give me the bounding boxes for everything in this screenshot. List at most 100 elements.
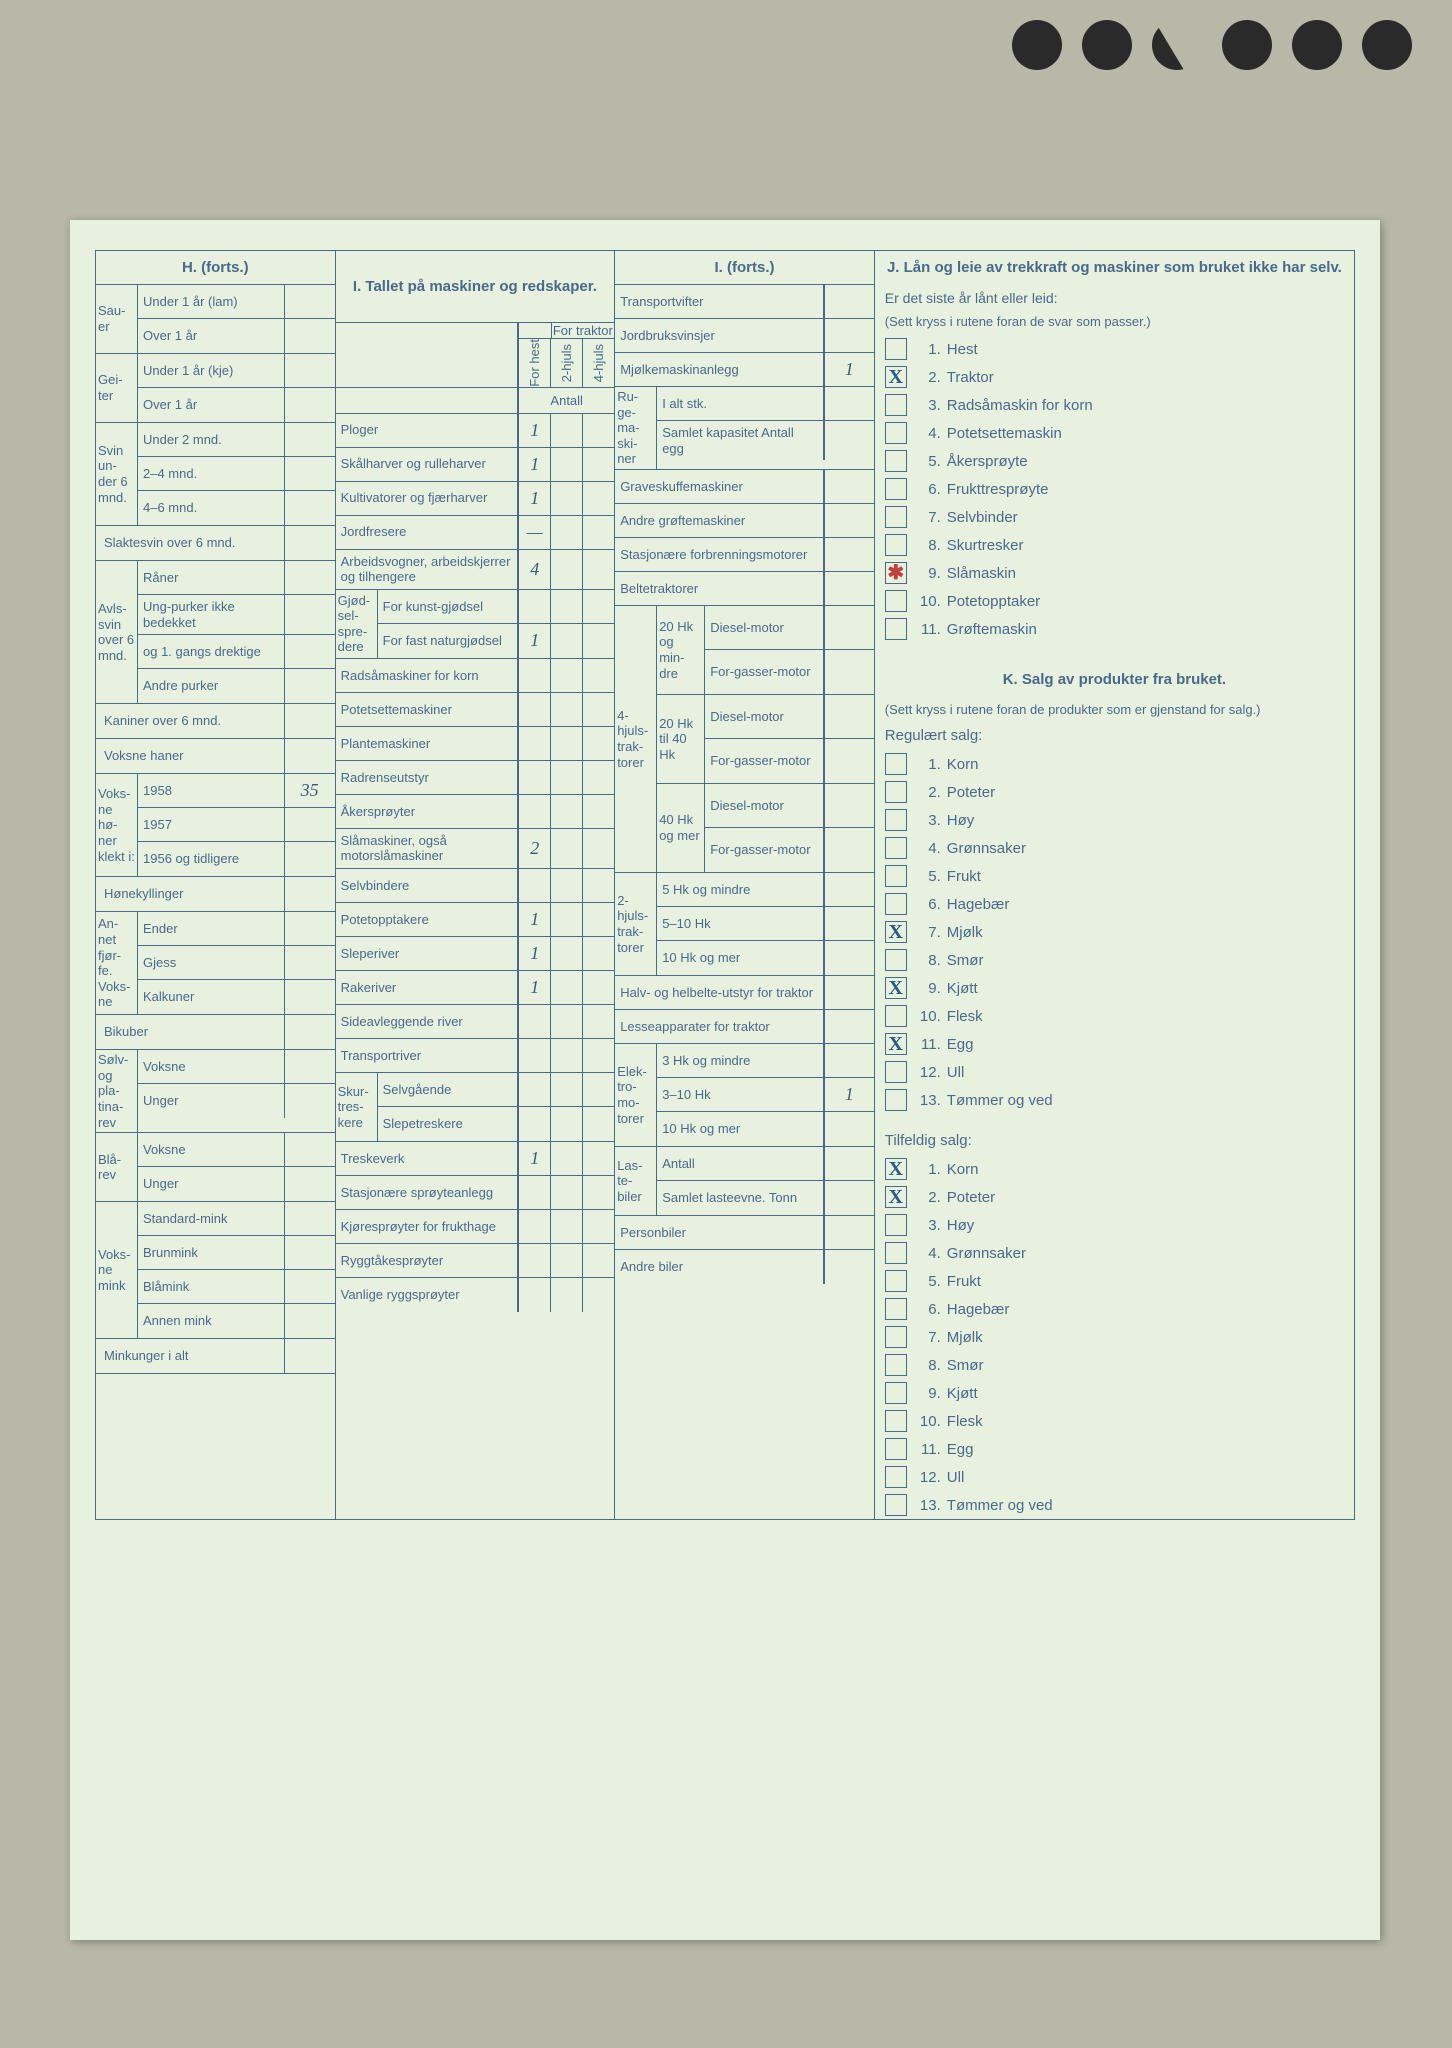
h-row-label: Voksne [138, 1133, 285, 1166]
checkbox[interactable]: X [885, 1158, 907, 1180]
item-label: Hagebær [947, 896, 1010, 913]
checkbox[interactable] [885, 1354, 907, 1376]
i2-row-label: Beltetraktorer [615, 572, 824, 605]
h-row-value [285, 1202, 335, 1235]
checkbox[interactable] [885, 1214, 907, 1236]
checkbox[interactable] [885, 949, 907, 971]
checkbox[interactable] [885, 1494, 907, 1516]
i-row-label: Selvbindere [336, 869, 519, 902]
checkbox[interactable] [885, 590, 907, 612]
checkbox[interactable] [885, 1089, 907, 1111]
item-number: 1. [915, 756, 941, 773]
checkbox[interactable] [885, 534, 907, 556]
checkbox[interactable] [885, 893, 907, 915]
i2-row-value [824, 739, 874, 783]
checkbox[interactable] [885, 1410, 907, 1432]
checkbox[interactable] [885, 1438, 907, 1460]
i-row-value [519, 693, 551, 726]
item-number: 11. [915, 1036, 941, 1053]
j-item: 3.Radsåmaskin for korn [885, 391, 1344, 419]
checkbox[interactable] [885, 478, 907, 500]
checkbox[interactable] [885, 1242, 907, 1264]
checkbox[interactable] [885, 450, 907, 472]
checkbox[interactable]: X [885, 921, 907, 943]
i-row-value [583, 1278, 614, 1312]
checkbox[interactable] [885, 1061, 907, 1083]
i-row-value [519, 1278, 551, 1312]
checkbox[interactable]: X [885, 1033, 907, 1055]
i2-row-value [824, 319, 874, 352]
i-row-value [519, 1210, 551, 1243]
k-reg-item: X7.Mjølk [885, 918, 1344, 946]
h-row-label: Andre purker [138, 669, 285, 703]
h-row-label: Blåmink [138, 1270, 285, 1303]
h-row-value [285, 1270, 335, 1303]
checkbox[interactable] [885, 394, 907, 416]
i2-hk-label: 40 Hk og mer [657, 784, 705, 872]
item-number: 8. [915, 1357, 941, 1374]
i-row-value [583, 971, 614, 1004]
checkbox[interactable] [885, 1005, 907, 1027]
item-label: Radsåmaskin for korn [947, 397, 1093, 414]
i-row-label: Arbeidsvogner, arbeidskjerrer og tilheng… [336, 550, 519, 589]
k-tilf-item: 3.Høy [885, 1211, 1344, 1239]
i-row-label: Sleperiver [336, 937, 519, 970]
h-row-label: Over 1 år [138, 319, 285, 353]
i2-row-label: 3 Hk og mindre [657, 1044, 824, 1077]
section-jk: J. Lån og leie av trekkraft og maskiner … [875, 251, 1354, 1519]
i2-row-label: Mjølkemaskinanlegg [615, 353, 824, 386]
item-label: Egg [947, 1036, 974, 1053]
checkbox[interactable] [885, 1326, 907, 1348]
checkbox[interactable] [885, 837, 907, 859]
checkbox[interactable]: X [885, 366, 907, 388]
checkbox[interactable] [885, 1382, 907, 1404]
i-row-value [583, 482, 614, 515]
h-row-label: Unger [138, 1167, 285, 1201]
i2-row-value [824, 572, 874, 605]
checkbox[interactable] [885, 753, 907, 775]
i-row-value [551, 761, 583, 794]
item-number: 9. [915, 980, 941, 997]
i2-row-label: Graveskuffemaskiner [615, 470, 824, 503]
h-row-value [285, 1167, 335, 1201]
i-row-value [583, 1039, 614, 1072]
checkbox[interactable]: X [885, 1186, 907, 1208]
i2-row-value [824, 1112, 874, 1146]
h-row-value [285, 1015, 335, 1049]
h-row-label: Unger [138, 1084, 285, 1118]
h-row-label: 1956 og tidligere [138, 842, 285, 876]
census-form: H. (forts.) Sau-erUnder 1 år (lam)Over 1… [95, 250, 1355, 1520]
checkbox[interactable] [885, 618, 907, 640]
h-row-label: Voksne [138, 1050, 285, 1083]
punch-holes [1012, 20, 1412, 70]
i-row-value [551, 829, 583, 868]
checkbox[interactable] [885, 338, 907, 360]
item-number: 4. [915, 840, 941, 857]
checkbox[interactable] [885, 781, 907, 803]
checkbox[interactable] [885, 1298, 907, 1320]
i-row-label: Kultivatorer og fjærharver [336, 482, 519, 515]
checkbox[interactable] [885, 422, 907, 444]
checkbox[interactable] [885, 809, 907, 831]
item-label: Egg [947, 1441, 974, 1458]
checkbox[interactable] [885, 1466, 907, 1488]
checkbox[interactable] [885, 506, 907, 528]
item-number: 6. [915, 896, 941, 913]
i-row-value [519, 1005, 551, 1038]
i2-row-label: Personbiler [615, 1216, 824, 1249]
item-label: Tømmer og ved [947, 1497, 1053, 1514]
i2-row-label: Diesel-motor [705, 606, 824, 649]
i-row-value: 1 [519, 414, 551, 447]
i2-row-label: Halv- og helbelte-utstyr for traktor [615, 976, 824, 1009]
checkbox[interactable] [885, 865, 907, 887]
i-row-value [551, 971, 583, 1004]
i-row-label: Plantemaskiner [336, 727, 519, 760]
i-row-value [519, 1176, 551, 1209]
h-row-value [285, 1084, 335, 1118]
checkbox[interactable] [885, 1270, 907, 1292]
col-4hjuls: 4-hjuls [591, 344, 606, 382]
i-row-value [551, 624, 583, 658]
h-row-value [285, 704, 335, 738]
checkbox[interactable]: ✱ [885, 562, 907, 584]
checkbox[interactable]: X [885, 977, 907, 999]
